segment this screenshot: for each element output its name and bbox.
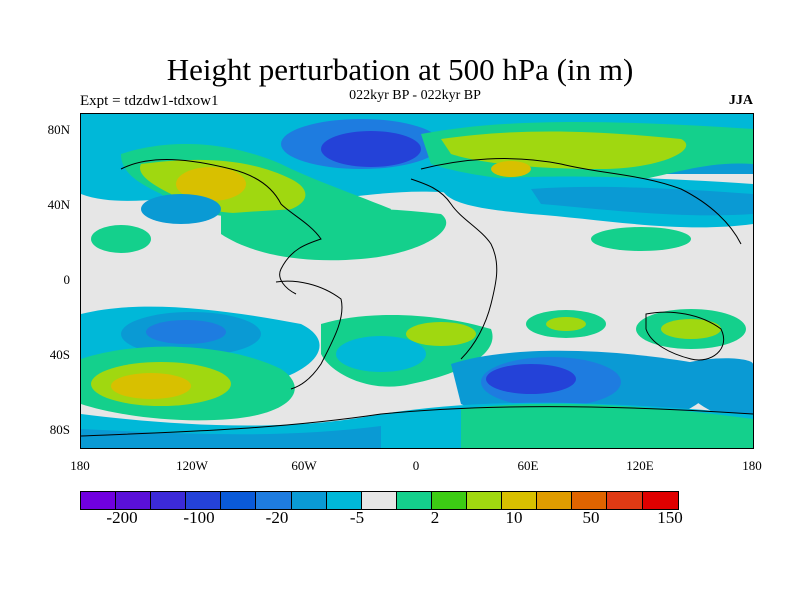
south-america-coast bbox=[275, 280, 343, 390]
colorbar-swatch bbox=[572, 492, 608, 509]
colorbar bbox=[80, 491, 679, 510]
colorbar-swatch bbox=[256, 492, 292, 509]
se-pacific-blue bbox=[681, 358, 753, 424]
colorbar-label: 150 bbox=[657, 508, 683, 527]
atlantic-green bbox=[221, 208, 447, 261]
season-label: JJA bbox=[728, 93, 753, 108]
plot-title: Height perturbation at 500 hPa (in m) bbox=[166, 52, 634, 87]
x-tick-60e: 60E bbox=[517, 458, 539, 473]
colorbar-label: -200 bbox=[106, 508, 138, 527]
colorbar-swatch bbox=[502, 492, 538, 509]
colorbar-label: -5 bbox=[349, 508, 365, 527]
y-tick-40n: 40N bbox=[47, 197, 70, 212]
colorbar-label: -100 bbox=[183, 508, 215, 527]
colorbar-swatch bbox=[81, 492, 117, 509]
x-tick-60w: 60W bbox=[291, 458, 317, 473]
s-pacific-yellow bbox=[111, 373, 191, 399]
eurasia-lime bbox=[441, 131, 687, 169]
colorbar-label: 10 bbox=[505, 508, 523, 527]
africa-coast bbox=[410, 178, 498, 360]
colorbar-swatch bbox=[361, 492, 397, 509]
colorbar-swatch bbox=[396, 492, 432, 509]
pacific-blue bbox=[141, 194, 221, 224]
colorbar-swatch bbox=[221, 492, 257, 509]
x-tick-180e: 180 bbox=[742, 458, 762, 473]
australia-lime bbox=[661, 319, 721, 339]
colorbar-swatch bbox=[537, 492, 573, 509]
colorbar-swatch bbox=[431, 492, 468, 509]
pacific-green bbox=[91, 225, 151, 253]
colorbar-swatch bbox=[326, 492, 362, 509]
x-tick-180w: 180 bbox=[70, 458, 90, 473]
s-pacific-blue bbox=[146, 320, 226, 344]
north-america-coast bbox=[120, 159, 322, 295]
y-tick-40s: 40S bbox=[49, 347, 70, 362]
antarctic-lightblue bbox=[81, 426, 381, 448]
colorbar-swatch bbox=[186, 492, 222, 509]
colorbar-label: 50 bbox=[582, 508, 600, 527]
eurasia-yellow bbox=[491, 161, 531, 177]
north-atlantic-navy bbox=[321, 131, 421, 167]
australia-coast bbox=[645, 311, 725, 361]
map-panel bbox=[80, 113, 754, 449]
period-label: 022kyr BP - 022kyr BP bbox=[349, 88, 481, 103]
experiment-label: Expt = tdzdw1-tdxow1 bbox=[80, 93, 219, 109]
antarctica-coast bbox=[81, 406, 753, 437]
s-atlantic-cyan bbox=[336, 336, 426, 372]
y-tick-0: 0 bbox=[63, 272, 71, 287]
colorbar-swatch bbox=[291, 492, 327, 509]
eurasia-coast bbox=[420, 158, 742, 245]
colorbar-label: 2 bbox=[430, 508, 440, 527]
colorbar-swatch bbox=[467, 492, 503, 509]
antarctic-green bbox=[461, 403, 753, 448]
colorbar-swatch bbox=[116, 492, 152, 509]
colorbar-swatch bbox=[642, 492, 678, 509]
colorbar-swatch bbox=[607, 492, 643, 509]
indian-lime bbox=[546, 317, 586, 331]
x-tick-120w: 120W bbox=[176, 458, 208, 473]
colorbar-label: -20 bbox=[265, 508, 289, 527]
y-tick-80s: 80S bbox=[49, 422, 70, 437]
asia-green bbox=[591, 227, 691, 251]
y-tick-80n: 80N bbox=[47, 122, 70, 137]
na-yellow bbox=[176, 167, 246, 201]
indian-navy bbox=[486, 364, 576, 394]
x-tick-120e: 120E bbox=[626, 458, 654, 473]
x-tick-0: 0 bbox=[412, 458, 420, 473]
n-mid-lightblue bbox=[531, 186, 753, 216]
coastlines bbox=[81, 158, 753, 437]
colorbar-swatch bbox=[151, 492, 187, 509]
s-atlantic-lime bbox=[406, 322, 476, 346]
height-field-map bbox=[81, 114, 753, 448]
